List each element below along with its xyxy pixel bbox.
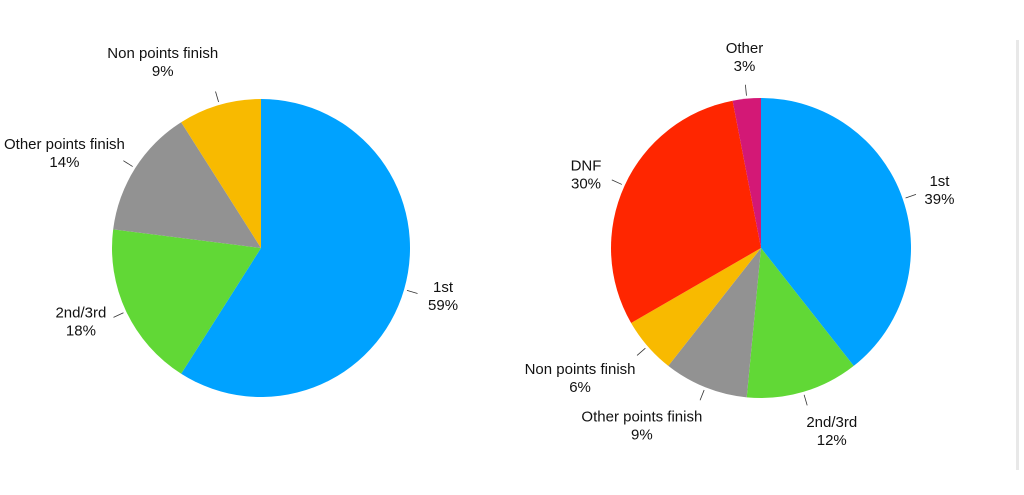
slice-label-2nd-3rd: 2nd/3rd 12% xyxy=(806,414,857,449)
slice-label-1st: 1st 59% xyxy=(428,279,458,314)
slice-name: Other xyxy=(726,40,764,57)
slice-percent: 59% xyxy=(428,297,458,314)
pie-chart-right: 1st 39% 2nd/3rd 12% Other points finish 9% Non… xyxy=(525,40,955,449)
slice-percent: 12% xyxy=(817,432,847,449)
pie-slice-other xyxy=(732,98,761,248)
slice-name: 2nd/3rd xyxy=(55,305,106,322)
slice-percent: 18% xyxy=(66,323,96,340)
leader-line-2nd-3rd xyxy=(113,312,124,318)
pie-chart-left: 1st 59% 2nd/3rd 18% Other points finish 14% No… xyxy=(4,45,458,397)
slice-name: Other points finish xyxy=(4,136,125,153)
slice-name: 2nd/3rd xyxy=(806,414,857,431)
pie-slice-2nd-3rd xyxy=(746,248,854,398)
slice-percent: 30% xyxy=(571,176,601,193)
slice-label-non-points-finish: Non points finish 9% xyxy=(107,45,218,80)
leader-line-2nd-3rd xyxy=(803,394,808,406)
slice-label-2nd-3rd: 2nd/3rd 18% xyxy=(55,305,106,340)
pie-slice-2nd-3rd xyxy=(111,229,261,374)
slice-percent: 9% xyxy=(152,63,174,80)
pie-slice-dnf xyxy=(611,100,761,324)
pie-slice-1st xyxy=(761,98,911,366)
slice-name: Non points finish xyxy=(525,361,636,378)
slice-label-other: Other 3% xyxy=(726,40,764,75)
slice-name: Other points finish xyxy=(581,409,702,426)
leader-line-other-points-finish xyxy=(699,389,705,401)
slice-name: Non points finish xyxy=(107,45,218,62)
slice-label-dnf: DNF 30% xyxy=(571,158,602,193)
leader-line-non-points-finish xyxy=(636,347,646,356)
slice-label-other-points-finish: Other points finish 14% xyxy=(4,136,125,171)
slice-percent: 3% xyxy=(734,58,756,75)
slice-name: 1st xyxy=(929,173,950,190)
slice-label-other-points-finish: Other points finish 9% xyxy=(581,409,702,444)
leader-line-1st xyxy=(905,193,917,199)
leader-line-other xyxy=(745,84,747,96)
slice-label-non-points-finish: Non points finish 6% xyxy=(525,361,636,396)
pie-slice-other-points-finish xyxy=(113,122,261,248)
leader-line-other-points-finish xyxy=(123,160,133,167)
slice-percent: 39% xyxy=(924,191,954,208)
slice-percent: 6% xyxy=(569,379,591,396)
leader-line-non-points-finish xyxy=(215,91,219,103)
leader-line-dnf xyxy=(611,179,622,185)
pie-slice-non-points-finish xyxy=(181,99,261,248)
scroll-edge xyxy=(1016,40,1019,470)
leader-line-1st xyxy=(406,290,418,294)
pie-slice-other-points-finish xyxy=(668,248,761,398)
pie-slice-non-points-finish xyxy=(631,248,761,366)
slice-name: 1st xyxy=(433,279,454,296)
slice-percent: 14% xyxy=(49,154,79,171)
slice-percent: 9% xyxy=(631,427,653,444)
slice-label-1st: 1st 39% xyxy=(924,173,954,208)
pie-slice-1st xyxy=(181,99,411,397)
slice-name: DNF xyxy=(571,158,602,175)
